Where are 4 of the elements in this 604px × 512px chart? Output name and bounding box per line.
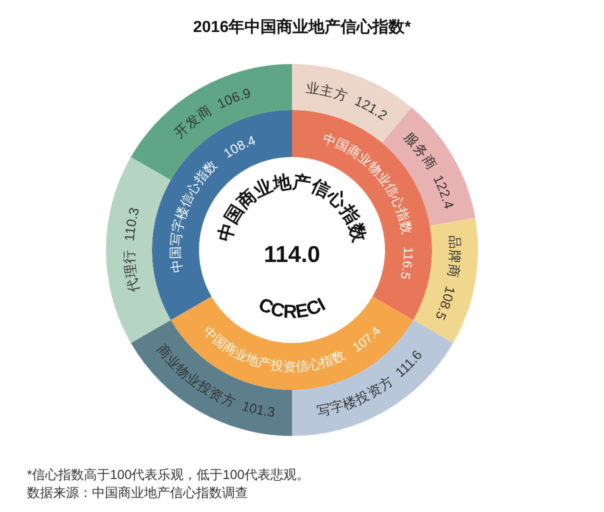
center-code: CCRECI bbox=[255, 294, 330, 324]
title: 2016年中国商业地产信心指数* bbox=[193, 19, 411, 36]
center-title: 中国商业地产信心指数 bbox=[214, 172, 370, 244]
center-value: 114.0 bbox=[264, 241, 320, 267]
